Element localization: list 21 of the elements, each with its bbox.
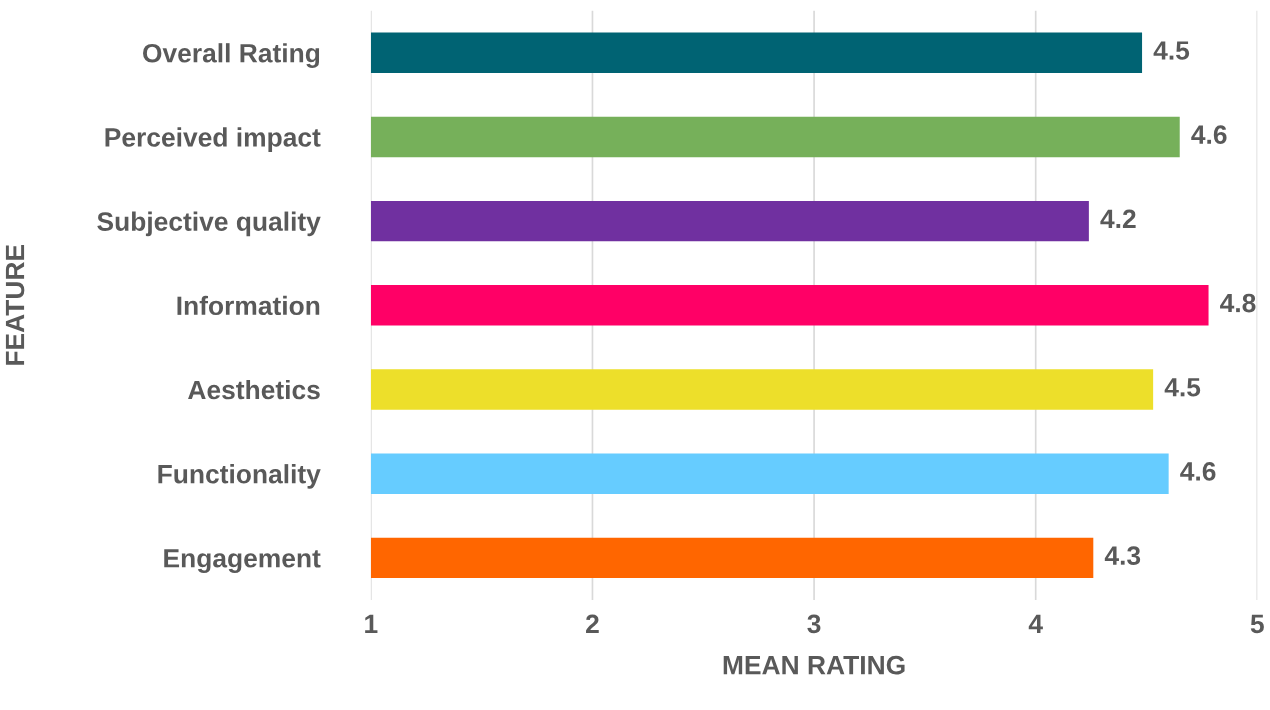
data-label: 4.3 bbox=[1104, 546, 1141, 565]
x-tick-label: 5 bbox=[1250, 614, 1264, 634]
x-tick-label: 1 bbox=[365, 614, 378, 633]
data-label: 4.5 bbox=[1164, 378, 1201, 397]
y-tick-label: Functionality bbox=[158, 464, 321, 489]
x-tick-label: 4 bbox=[1028, 614, 1043, 633]
y-tick-label: Aesthetics bbox=[188, 379, 320, 400]
x-tick-label: 3 bbox=[807, 614, 821, 634]
data-label: 4.2 bbox=[1100, 209, 1136, 228]
x-tick-label: 2 bbox=[586, 614, 599, 633]
data-label: 4.8 bbox=[1220, 293, 1256, 313]
y-tick-label: Overall Rating bbox=[143, 43, 320, 68]
y-tick-label: Information bbox=[177, 295, 320, 316]
data-label: 4.6 bbox=[1191, 125, 1227, 145]
y-tick-label: Engagement bbox=[164, 549, 321, 573]
data-label: 4.5 bbox=[1153, 41, 1190, 60]
y-axis-title: FEATURE bbox=[5, 245, 25, 365]
y-tick-label: Perceived impact bbox=[105, 127, 321, 152]
data-label: 4.6 bbox=[1180, 462, 1216, 481]
y-tick-label: Subjective quality bbox=[97, 211, 321, 237]
x-axis-title: MEAN RATING bbox=[723, 655, 905, 675]
